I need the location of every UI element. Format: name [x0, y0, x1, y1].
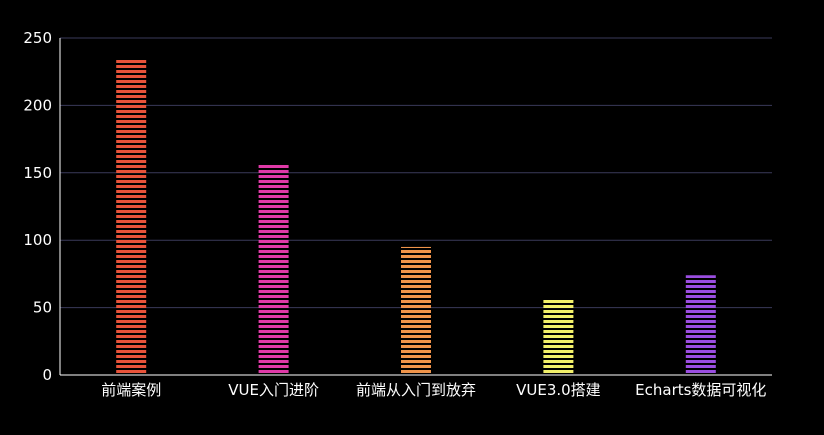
- y-tick-label: 250: [23, 29, 52, 47]
- x-tick-label: VUE3.0搭建: [516, 381, 601, 399]
- y-tick-label: 150: [23, 164, 52, 182]
- x-tick-label: 前端案例: [101, 381, 161, 399]
- x-tick-label: 前端从入门到放弃: [356, 381, 476, 399]
- y-tick-label: 0: [42, 366, 52, 384]
- y-tick-label: 200: [23, 96, 52, 114]
- bar[interactable]: [401, 246, 431, 375]
- grid-lines: [60, 37, 772, 309]
- x-tick-label: VUE入门进阶: [228, 381, 319, 399]
- axis-labels: 0 50 100 150 200 250 前端案例 VUE入门进阶 前端从入门到放弃 VUE3.0…: [23, 29, 766, 399]
- bar[interactable]: [543, 298, 574, 375]
- bar[interactable]: [685, 275, 716, 375]
- bar[interactable]: [258, 163, 289, 375]
- y-tick-label: 50: [33, 299, 52, 317]
- bars: [116, 58, 716, 375]
- bar[interactable]: [116, 58, 147, 375]
- x-tick-label: Echarts数据可视化: [635, 381, 766, 399]
- y-tick-label: 100: [23, 231, 52, 249]
